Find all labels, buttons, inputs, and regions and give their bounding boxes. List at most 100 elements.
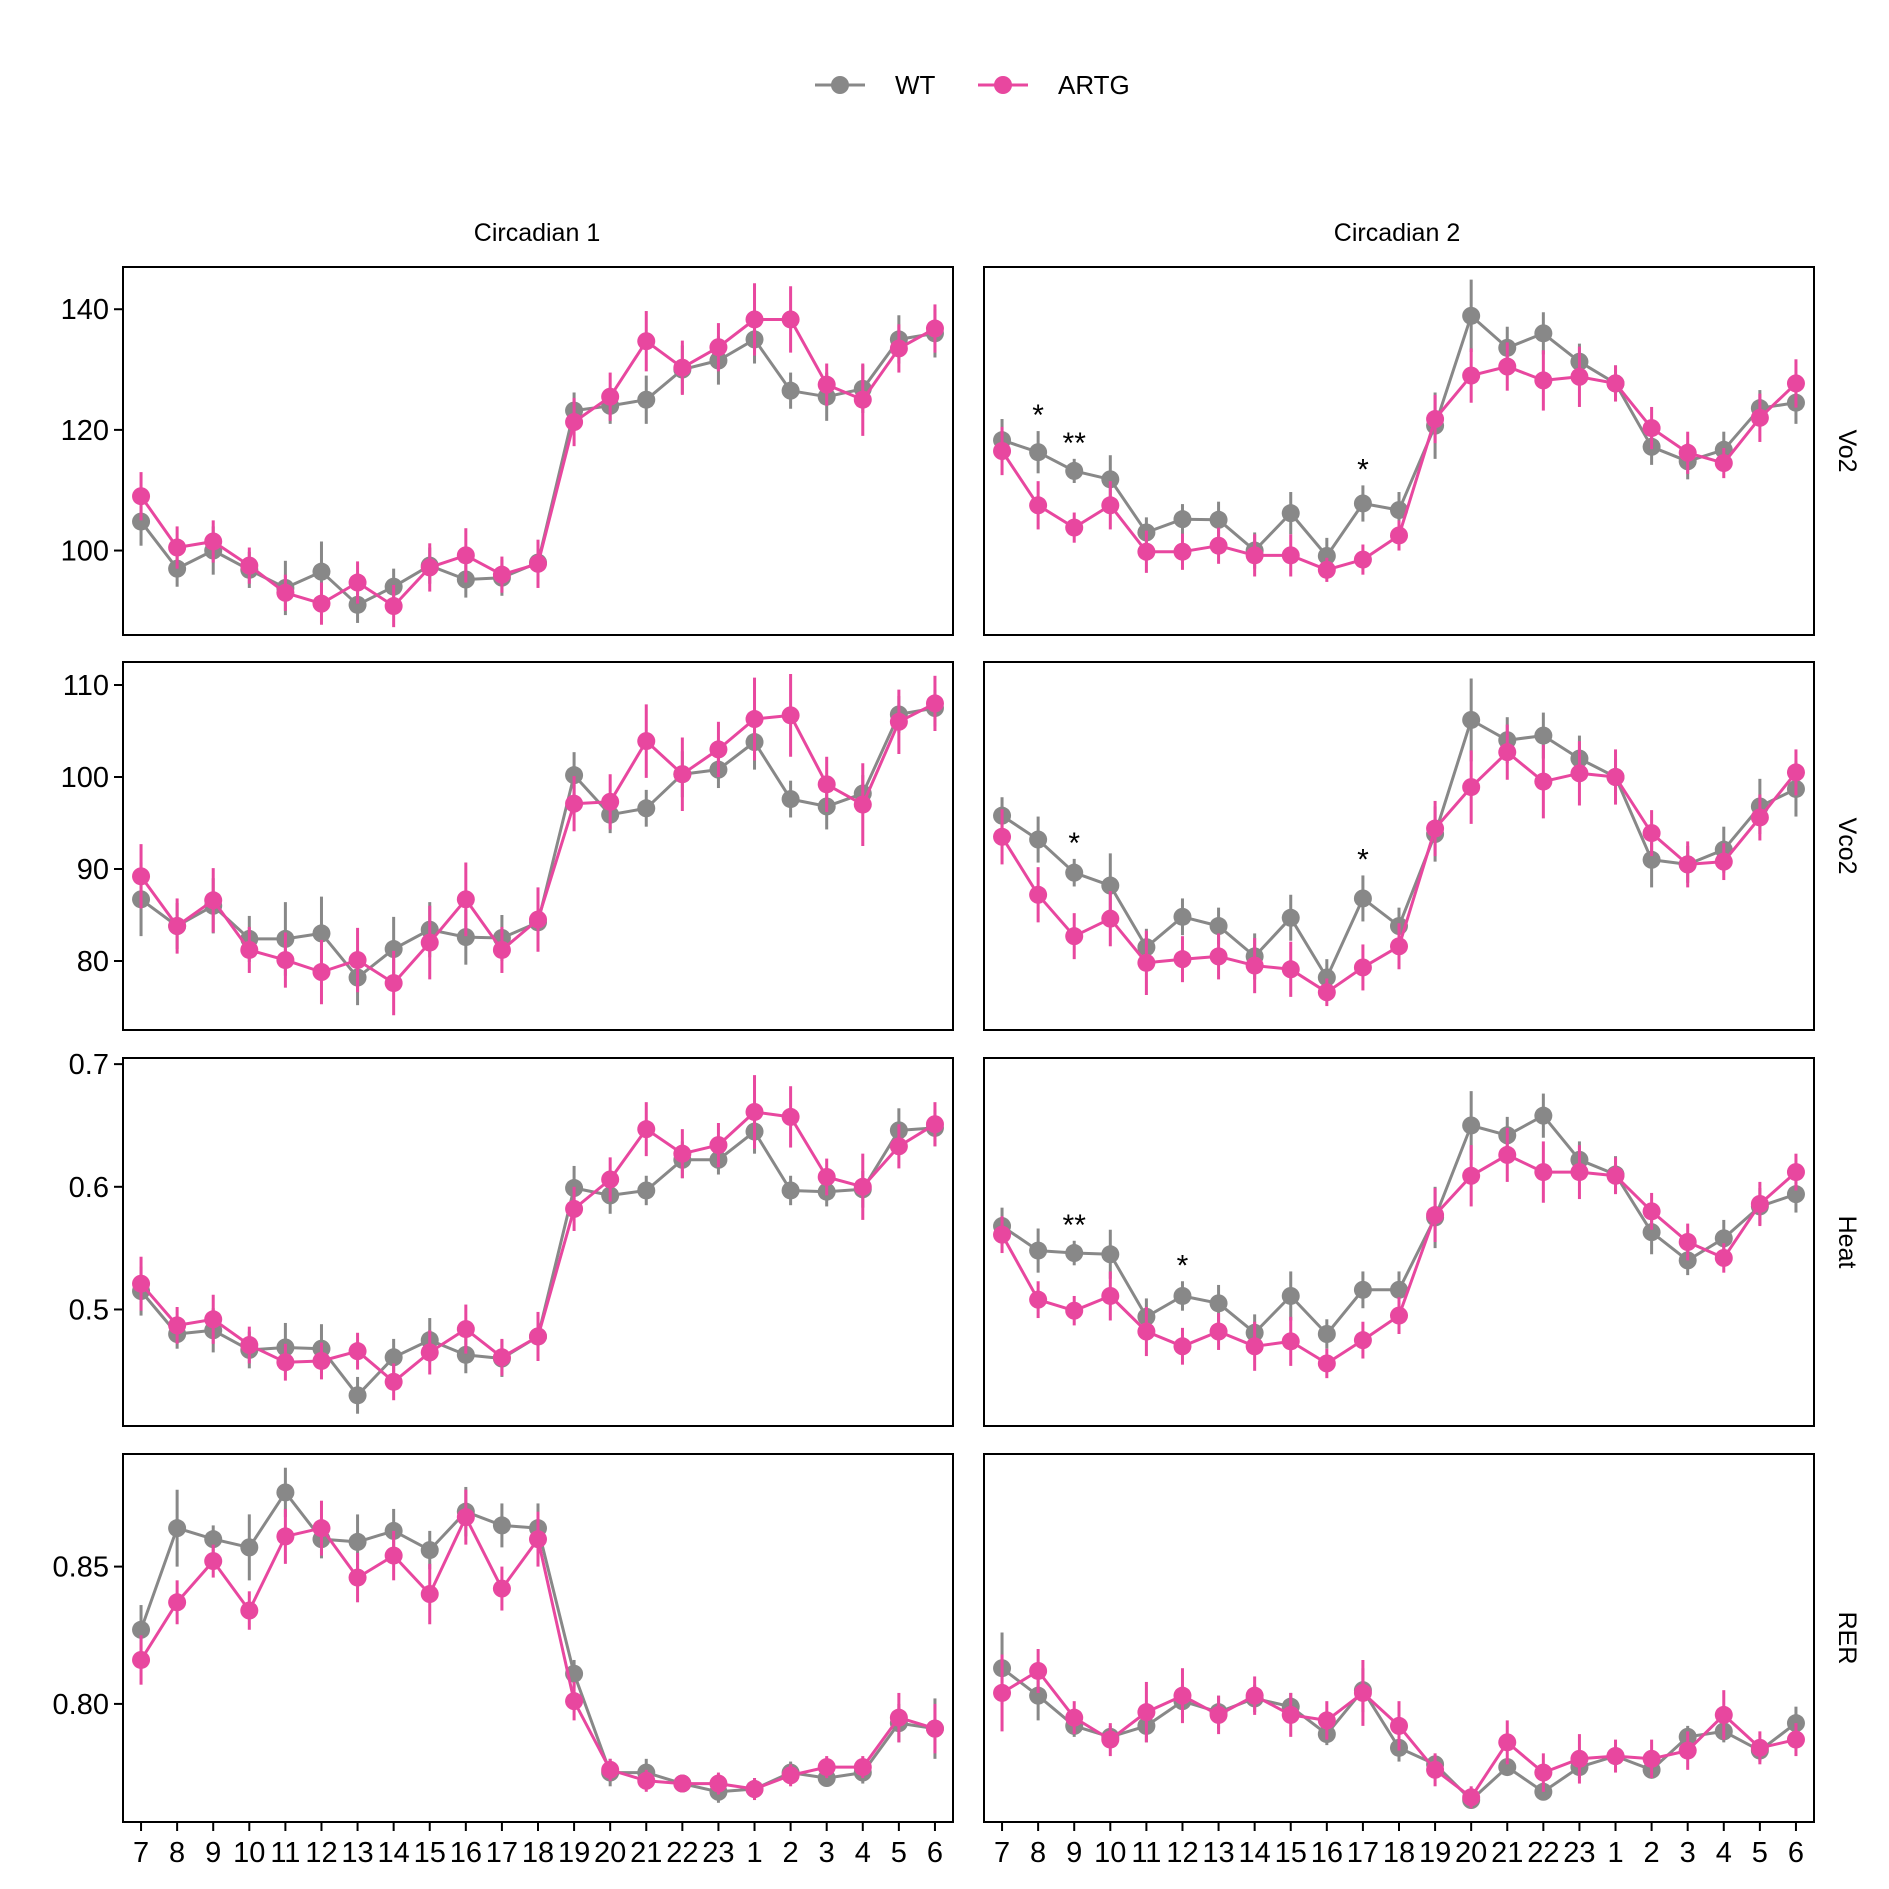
- y-tick-label: 0.5: [69, 1294, 109, 1326]
- data-point-artg: [1317, 1711, 1336, 1730]
- series-artg: [993, 1648, 1805, 1809]
- data-point-artg: [673, 1144, 692, 1163]
- data-point-wt: [1642, 850, 1661, 869]
- data-point-artg: [456, 890, 475, 909]
- data-point-artg: [745, 1780, 764, 1799]
- column-strip-label-2: Circadian 2: [1334, 219, 1460, 247]
- data-point-artg: [529, 910, 547, 929]
- data-point-wt: [1029, 830, 1048, 849]
- x-tick-label: 19: [558, 1837, 590, 1869]
- data-point-artg: [1245, 546, 1264, 565]
- y-tick-label: 0.85: [53, 1552, 109, 1584]
- x-tick-label: 5: [1752, 1837, 1768, 1869]
- x-tick-label: 1: [1607, 1837, 1623, 1869]
- x-tick-label: 17: [486, 1837, 518, 1869]
- y-tick-label: 100: [61, 762, 109, 794]
- data-point-wt: [1462, 306, 1481, 325]
- data-point-artg: [1498, 1145, 1517, 1164]
- data-point-artg: [1173, 1337, 1192, 1356]
- data-point-artg: [601, 1170, 620, 1189]
- data-point-artg: [1678, 1741, 1697, 1760]
- data-point-artg: [1606, 1747, 1625, 1766]
- data-point-wt: [1353, 1280, 1372, 1299]
- data-point-wt: [312, 562, 331, 581]
- panel-vco2-2: **: [983, 661, 1815, 1031]
- data-point-artg: [889, 1137, 908, 1156]
- data-point-artg: [492, 565, 511, 584]
- y-tick-label: 0.80: [53, 1689, 109, 1721]
- data-point-wt: [1029, 1686, 1048, 1705]
- x-tick-label: 10: [233, 1837, 265, 1869]
- x-tick-label: 17: [1347, 1837, 1379, 1869]
- data-point-artg: [1245, 1337, 1264, 1356]
- y-tick-label: 140: [61, 294, 109, 326]
- data-point-artg: [312, 963, 331, 982]
- panel-vo2-2: ****: [983, 266, 1815, 636]
- data-point-artg: [1173, 1686, 1192, 1705]
- data-point-artg: [745, 1102, 764, 1121]
- data-point-artg: [1750, 808, 1769, 827]
- data-point-artg: [1390, 937, 1408, 956]
- data-point-artg: [673, 765, 692, 784]
- data-point-artg: [1714, 454, 1733, 473]
- data-point-artg: [1209, 1705, 1228, 1724]
- data-point-artg: [132, 867, 151, 886]
- data-point-artg: [240, 1336, 259, 1355]
- data-point-artg: [1642, 419, 1661, 438]
- data-point-artg: [781, 1107, 800, 1126]
- data-point-artg: [1642, 1749, 1661, 1768]
- data-point-artg: [384, 597, 403, 616]
- series-artg: [993, 1127, 1805, 1379]
- data-point-artg: [1209, 1322, 1228, 1341]
- x-tick-label: 6: [927, 1837, 943, 1869]
- x-tick-label: 2: [783, 1837, 799, 1869]
- data-point-artg: [1101, 1286, 1120, 1305]
- data-point-artg: [276, 583, 295, 602]
- data-point-wt: [384, 1348, 403, 1367]
- data-point-artg: [384, 974, 403, 993]
- data-point-artg: [1462, 1166, 1481, 1185]
- data-point-artg: [709, 1774, 728, 1793]
- data-point-artg: [1245, 1686, 1264, 1705]
- data-point-artg: [312, 1351, 331, 1370]
- data-point-artg: [204, 1552, 223, 1571]
- data-point-artg: [204, 891, 223, 910]
- data-point-artg: [1750, 1194, 1769, 1213]
- x-tick-label: 8: [1030, 1837, 1046, 1869]
- data-point-artg: [1101, 909, 1120, 928]
- data-point-artg: [1570, 367, 1589, 386]
- data-point-artg: [529, 1530, 547, 1549]
- panel-rer-2: 7 8 9 10 11 12 13 14 15 16 17 18 19 20 21 22 23 1 2 3 4 5 6: [983, 1453, 1815, 1869]
- series-artg: [993, 342, 1805, 582]
- data-point-artg: [993, 442, 1012, 460]
- y-tick-label: 100: [61, 536, 109, 568]
- data-point-wt: [1173, 907, 1192, 926]
- data-point-artg: [168, 1593, 187, 1612]
- significance-marker: *: [1357, 453, 1369, 486]
- data-point-artg: [601, 792, 620, 811]
- row-strip-label-3: Heat: [1833, 1216, 1861, 1269]
- data-point-artg: [168, 917, 187, 936]
- x-tick-label: 10: [1094, 1837, 1126, 1869]
- data-point-artg: [1390, 526, 1408, 545]
- x-tick-label: 5: [891, 1837, 907, 1869]
- data-point-artg: [492, 940, 511, 959]
- row-strip-label-4: RER: [1833, 1612, 1861, 1665]
- x-tick-label: 1: [746, 1837, 762, 1869]
- data-point-artg: [1750, 1738, 1769, 1757]
- x-tick-label: 21: [630, 1837, 662, 1869]
- x-tick-label: 2: [1644, 1837, 1660, 1869]
- data-point-artg: [673, 1774, 692, 1793]
- data-point-wt: [637, 1181, 656, 1200]
- data-point-artg: [1786, 1730, 1805, 1749]
- data-point-artg: [132, 1650, 151, 1669]
- panel-frame: [983, 266, 1815, 636]
- data-point-wt: [1173, 510, 1192, 529]
- significance-marker: *: [1357, 843, 1369, 876]
- data-point-artg: [1714, 1248, 1733, 1267]
- data-point-wt: [420, 1541, 439, 1560]
- x-tick-label: 7: [133, 1837, 149, 1869]
- data-point-artg: [1209, 536, 1228, 555]
- x-tick-label: 3: [819, 1837, 835, 1869]
- x-tick-label: 16: [450, 1837, 482, 1869]
